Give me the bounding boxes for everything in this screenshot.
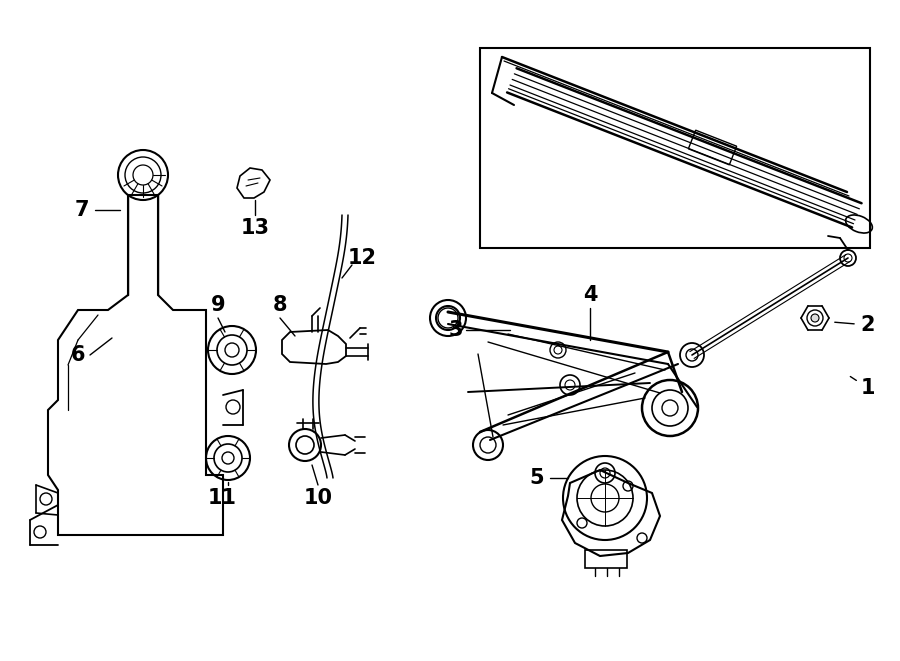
Text: 8: 8: [273, 295, 287, 315]
Text: 7: 7: [75, 200, 89, 220]
Bar: [585, 550, 627, 568]
Text: 11: 11: [208, 488, 237, 508]
Text: 2: 2: [860, 315, 875, 335]
Bar: [480, 48, 870, 248]
Text: 6: 6: [71, 345, 86, 365]
Text: 12: 12: [347, 248, 376, 268]
Text: 1: 1: [860, 378, 875, 398]
Text: 9: 9: [211, 295, 225, 315]
Text: 10: 10: [303, 488, 332, 508]
Text: 5: 5: [530, 468, 544, 488]
Text: 4: 4: [583, 285, 598, 305]
Text: 13: 13: [240, 218, 269, 238]
Circle shape: [811, 314, 819, 322]
Text: 3: 3: [449, 320, 464, 340]
